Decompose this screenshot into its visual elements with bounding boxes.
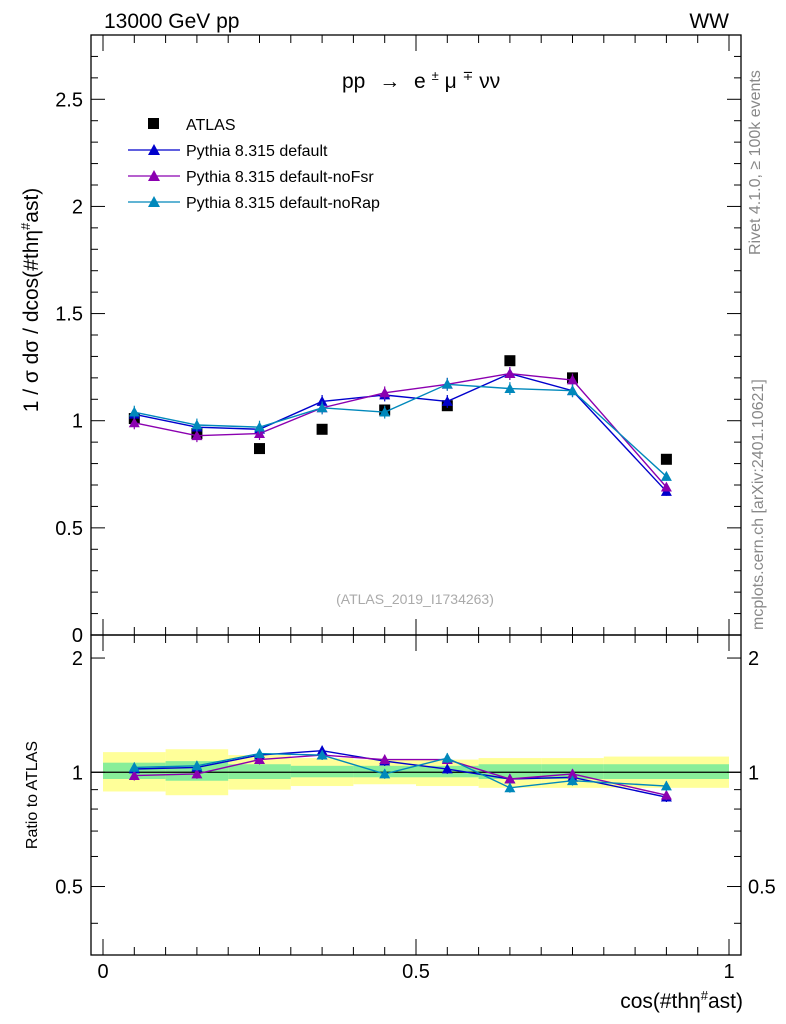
ylabel-part-b: ast) <box>20 188 43 223</box>
main-y-tick-label: 0.5 <box>55 518 83 540</box>
ratio-point-pythia-8-315-default-nofsr <box>379 754 391 764</box>
main-y-tick-label: 2 <box>72 196 83 218</box>
data-point-pythia-8-315-default-norap <box>567 385 578 396</box>
x-tick-label: 0 <box>97 961 108 983</box>
data-point-atlas <box>660 453 672 465</box>
main-y-tick-label: 1 <box>72 411 83 433</box>
data-point-pythia-8-315-default-norap <box>660 470 672 481</box>
legend-marker-default <box>148 144 160 155</box>
legend-label-atlas: ATLAS <box>186 117 236 134</box>
x-tick-label: 0.5 <box>402 961 430 983</box>
main-y-tick-label: 2.5 <box>55 89 83 111</box>
data-point-pythia-8-315-default-nofsr <box>567 374 578 385</box>
ratio-band-green <box>603 764 729 780</box>
ratio-y-tick-label: 2 <box>72 648 83 670</box>
title-arrow: → <box>379 70 400 93</box>
xlabel-part-a: cos(#thη <box>620 990 701 1013</box>
ratio-band-green <box>478 764 542 780</box>
ratio-point-pythia-8-315-default-nofsr <box>191 768 203 779</box>
ratio-y-axis-label: Ratio to ATLAS <box>24 741 41 849</box>
data-point-atlas <box>316 423 328 435</box>
xlabel-sup: # <box>701 988 709 1003</box>
ratio-point-pythia-8-315-default-norap <box>191 760 203 771</box>
ratio-point-pythia-8-315-default-norap <box>316 749 328 760</box>
mcplots-source-label: mcplots.cern.ch [arXiv:2401.10621] <box>750 379 767 630</box>
x-axis-label: cos(#thη#ast) <box>620 988 743 1013</box>
ratio-point-pythia-8-315-default-norap <box>254 748 265 758</box>
data-point-pythia-8-315-default-nofsr <box>191 430 203 441</box>
title-nu: νν <box>479 70 500 93</box>
axes: 0 0.5 1 1.5 2 2.5 0 0.5 1 0.5 0.5 1 1 2 2 <box>55 34 776 983</box>
ratio-panel <box>91 749 741 796</box>
ratio-point-pythia-8-315-default-nofsr <box>128 770 140 781</box>
ratio-y-tick-label: 1 <box>72 762 83 784</box>
ratio-point-pythia-8-315-default-norap <box>504 782 516 793</box>
ratio-point-pythia-8-315-default-nofsr <box>254 754 265 764</box>
legend-label-nofsr: Pythia 8.315 default-noFsr <box>186 169 374 186</box>
data-point-pythia-8-315-default-norap <box>191 419 203 430</box>
legend-label-norap: Pythia 8.315 default-noRap <box>186 195 380 212</box>
ratio-point-pythia-8-315-default <box>441 763 453 774</box>
data-point-pythia-8-315-default-nofsr <box>128 417 140 428</box>
data-point-pythia-8-315-default-norap <box>504 383 516 393</box>
ratio-y-tick-label: 0.5 <box>55 877 83 899</box>
ratio-point-pythia-8-315-default-norap <box>567 775 578 786</box>
main-y-axis-label: 1 / σ dσ / dcos(#thη#ast) <box>18 188 43 413</box>
ratio-point-pythia-8-315-default-norap <box>379 768 391 779</box>
legend-marker-nofsr <box>148 170 160 181</box>
legend: ATLAS Pythia 8.315 default Pythia 8.315 … <box>128 117 380 212</box>
ratio-band-green <box>228 764 291 780</box>
legend-label-default: Pythia 8.315 default <box>186 143 328 160</box>
data-point-pythia-8-315-default <box>441 395 453 406</box>
data-point-atlas <box>504 355 516 367</box>
plot-title: pp → e ± μ ∓ νν <box>342 62 500 93</box>
title-mu: μ <box>445 70 457 93</box>
xlabel-part-b: ast) <box>708 990 743 1013</box>
ratio-point-pythia-8-315-default-norap <box>660 780 672 791</box>
series-line-pythia-8-315-default-norap <box>134 383 667 477</box>
ratio-point-pythia-8-315-default-nofsr <box>567 768 578 779</box>
legend-marker-norap <box>148 196 160 207</box>
data-point-pythia-8-315-default <box>316 395 328 406</box>
legend-marker-atlas <box>148 118 159 129</box>
data-point-pythia-8-315-default-norap <box>254 421 265 432</box>
ratio-point-pythia-8-315-default-nofsr <box>504 773 516 784</box>
data-point-pythia-8-315-default-nofsr <box>379 387 391 398</box>
ylabel-part-a: 1 / σ dσ / dcos(#thη <box>20 230 43 412</box>
ylabel-sup: # <box>18 222 33 230</box>
ratio-point-pythia-8-315-default-nofsr <box>660 789 672 800</box>
series-line-pythia-8-315-default-nofsr <box>134 372 667 488</box>
analysis-watermark: (ATLAS_2019_I1734263) <box>336 591 494 607</box>
ratio-band-green <box>290 765 354 778</box>
data-point-atlas <box>254 443 265 455</box>
title-mu-sup: ∓ <box>463 68 474 83</box>
ratio-point-pythia-8-315-default-norap <box>128 761 140 772</box>
ratio-y-tick-label-right: 1 <box>748 762 759 784</box>
data-point-pythia-8-315-default-nofsr <box>660 481 672 492</box>
main-y-tick-label: 0 <box>72 625 83 647</box>
ratio-y-tick-label-right: 0.5 <box>748 877 776 899</box>
main-data-marks <box>128 355 672 496</box>
ratio-data-marks <box>128 745 672 803</box>
header-energy-label: 13000 GeV pp <box>104 10 239 33</box>
rivet-version-label: Rivet 4.1.0, ≥ 100k events <box>747 70 764 255</box>
data-point-pythia-8-315-default-norap <box>379 406 391 417</box>
ratio-y-tick-label-right: 2 <box>748 648 759 670</box>
header-process-label: WW <box>689 10 729 33</box>
title-e-sup: ± <box>432 68 439 83</box>
data-point-pythia-8-315-default-norap <box>128 406 140 417</box>
main-y-tick-label: 1.5 <box>55 304 83 326</box>
title-e: e <box>414 70 426 93</box>
x-tick-label: 1 <box>723 961 734 983</box>
data-point-pythia-8-315-default-norap <box>441 378 453 389</box>
title-prefix: pp <box>342 70 365 93</box>
data-point-pythia-8-315-default-nofsr <box>504 368 516 378</box>
ratio-point-pythia-8-315-default-norap <box>441 752 453 763</box>
data-point-pythia-8-315-default-norap <box>316 402 328 413</box>
